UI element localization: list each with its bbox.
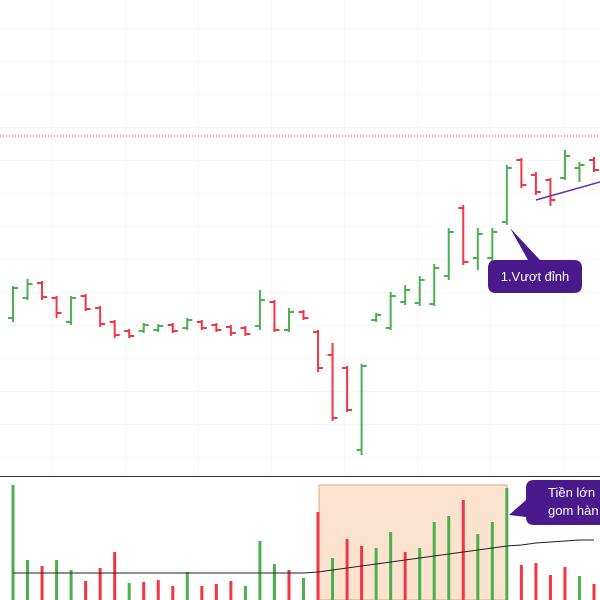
volume-bar (200, 586, 204, 600)
volume-bar (40, 566, 44, 600)
volume-bar (345, 539, 349, 600)
volume-bar (243, 586, 247, 600)
volume-bar (84, 581, 88, 600)
volume-bar (69, 570, 73, 600)
callout (509, 480, 600, 525)
volume-bar (26, 560, 30, 600)
callout (488, 228, 582, 293)
volume-bar (403, 552, 407, 600)
volume-bar (534, 563, 538, 600)
volume-bar (374, 548, 378, 600)
volume-bar (490, 522, 494, 600)
trend-line (535, 181, 600, 201)
volume-bar (229, 581, 233, 600)
volume-bar (272, 564, 276, 600)
grid (0, 0, 600, 476)
marks (0, 135, 600, 600)
volume-bar (185, 572, 189, 600)
volume-bar (113, 552, 117, 600)
volume-bar (127, 583, 131, 600)
volume-bar (287, 570, 291, 600)
volume-bar (563, 567, 567, 600)
volume-bar (316, 512, 320, 600)
volume-bar (302, 578, 305, 600)
volume-bar (156, 580, 160, 600)
volume-bar (592, 584, 596, 600)
volume-bar (476, 534, 480, 600)
volume-bar (519, 565, 523, 600)
highlight-zone (318, 484, 508, 600)
volume-bar (389, 532, 393, 600)
volume-bar (11, 485, 15, 600)
volume-bar (55, 560, 59, 600)
volume-bar (98, 568, 102, 600)
annotation: gom hàn (548, 503, 599, 518)
volume-bar (331, 558, 335, 600)
volume-bar (447, 516, 451, 600)
volume-bar (432, 522, 436, 600)
volume-bar (214, 584, 218, 600)
annotation: 1.Vượt đỉnh (501, 269, 570, 284)
volume-bar (142, 582, 146, 600)
volume-bar (418, 548, 422, 600)
volume-bar (577, 576, 581, 600)
volume-bar (548, 575, 552, 600)
volume-bar (461, 500, 465, 600)
volume-bar (258, 541, 262, 600)
volume-average (13, 539, 594, 574)
volume-bar (360, 546, 364, 600)
volume-bar (505, 488, 509, 600)
volume-bar (171, 586, 175, 600)
annotation: Tiền lớn (548, 485, 595, 500)
